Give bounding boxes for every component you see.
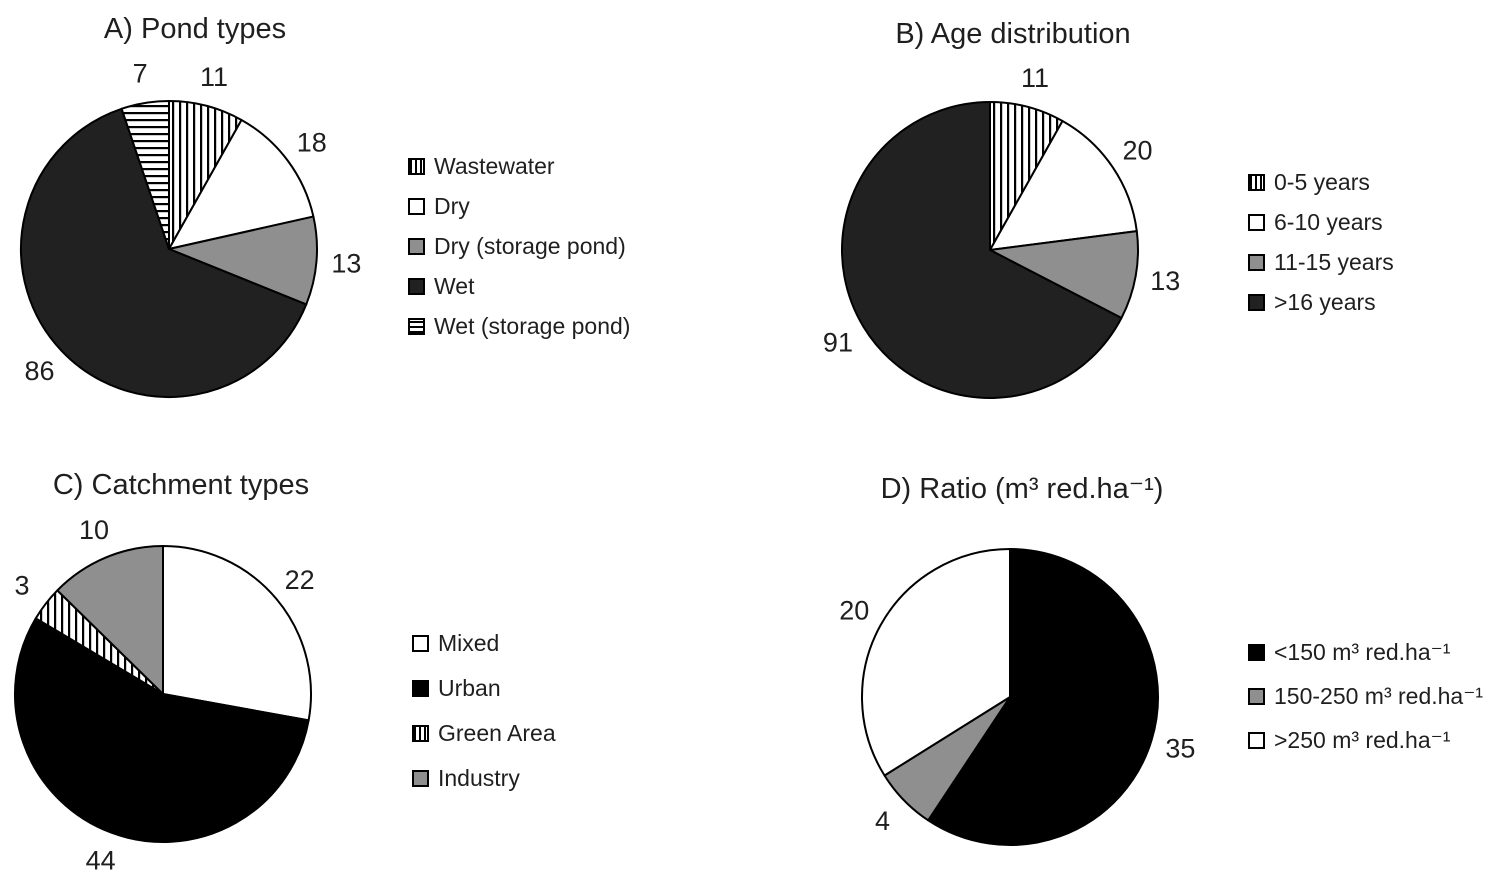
legend-swatch-hstripe [408, 318, 425, 335]
legend-label: Dry [434, 193, 470, 219]
legend-label: Green Area [438, 720, 556, 746]
legend-label: >16 years [1274, 289, 1376, 315]
pie-chart-d: 35 4 20 [839, 548, 1195, 846]
legend-item: >250 m³ red.ha⁻¹ [1248, 727, 1483, 754]
legend-swatch-gray [408, 238, 425, 255]
slice-value-label: 44 [86, 846, 116, 876]
slice-value-label: 20 [1123, 135, 1153, 165]
legend-item: Wastewater [408, 153, 630, 180]
slice-value-label: 7 [133, 58, 148, 88]
chart-c-title: C) Catchment types [52, 469, 310, 501]
legend-swatch-gray [1248, 254, 1265, 271]
legend-swatch-white [1248, 732, 1265, 749]
legend-label: 0-5 years [1274, 169, 1370, 195]
legend-swatch-white [412, 635, 429, 652]
pie-slice-b-1 [989, 119, 1138, 251]
slice-value-label: 3 [14, 570, 29, 600]
legend-label: 150-250 m³ red.ha⁻¹ [1274, 683, 1484, 709]
slice-value-label: 11 [1021, 63, 1049, 93]
legend-item: Dry [408, 193, 630, 220]
legend-label: 6-10 years [1274, 209, 1383, 235]
legend-item: Wet [408, 273, 630, 300]
legend-item: Urban [412, 675, 556, 702]
legend-item: 0-5 years [1248, 169, 1394, 196]
slice-value-label: 91 [823, 328, 853, 358]
slice-value-label: 22 [285, 565, 315, 595]
legend-item: >16 years [1248, 289, 1394, 316]
pie-chart-b: 11 20 13 91 [823, 63, 1180, 399]
pie-slice-a-3 [20, 107, 308, 398]
chart-d-title: D) Ratio (m³ red.ha⁻¹) [880, 473, 1164, 505]
pie-slice-a-4 [120, 100, 170, 250]
legend-label: Dry (storage pond) [434, 233, 626, 259]
slice-value-label: 4 [875, 806, 890, 836]
legend-label: Mixed [438, 630, 500, 656]
legend-b: 0-5 years 6-10 years 11-15 years >16 years [1248, 169, 1394, 316]
slice-value-label: 11 [200, 62, 228, 92]
legend-label: Wet [434, 273, 475, 299]
slice-value-label: 18 [297, 128, 327, 158]
legend-item: Industry [412, 765, 556, 792]
slice-value-label: 10 [79, 515, 109, 545]
legend-item: Wet (storage pond) [408, 313, 630, 340]
legend-d: <150 m³ red.ha⁻¹ 150-250 m³ red.ha⁻¹ >250 … [1248, 639, 1483, 754]
chart-b-title: B) Age distribution [895, 18, 1131, 50]
legend-label: Urban [438, 675, 501, 701]
slice-value-label: 86 [25, 356, 55, 386]
legend-swatch-white [408, 198, 425, 215]
legend-swatch-vstripe [1248, 174, 1265, 191]
pie-slice-c-3 [56, 545, 164, 695]
legend-item: <150 m³ red.ha⁻¹ [1248, 639, 1483, 666]
legend-item: 11-15 years [1248, 249, 1394, 276]
slice-value-label: 13 [1150, 266, 1180, 296]
pie-slice-d-0 [927, 548, 1159, 846]
legend-swatch-white [1248, 214, 1265, 231]
legend-label: Wastewater [434, 153, 555, 179]
legend-swatch-gray [412, 770, 429, 787]
legend-label: Wet (storage pond) [434, 313, 631, 339]
pie-slice-c-0 [162, 545, 312, 722]
legend-label: >250 m³ red.ha⁻¹ [1274, 727, 1451, 753]
pie-slice-a-1 [168, 118, 315, 250]
legend-item: Green Area [412, 720, 556, 747]
slice-value-label: 13 [331, 248, 361, 278]
pie-chart-a: 11 18 13 86 7 [20, 58, 361, 398]
legend-swatch-vstripe [408, 158, 425, 175]
legend-swatch-dark [1248, 294, 1265, 311]
legend-swatch-black [1248, 644, 1265, 661]
legend-item: 150-250 m³ red.ha⁻¹ [1248, 683, 1483, 710]
legend-swatch-black [412, 680, 429, 697]
slice-value-label: 20 [839, 596, 869, 626]
legend-a: Wastewater Dry Dry (storage pond) Wet Wet (s… [408, 153, 630, 340]
pie-slice-d-2 [861, 548, 1011, 777]
legend-c: Mixed Urban Green Area Industry [412, 630, 556, 792]
pie-slice-b-2 [989, 230, 1139, 319]
legend-label: <150 m³ red.ha⁻¹ [1274, 639, 1451, 665]
pie-slice-c-1 [14, 617, 310, 843]
slice-value-label: 35 [1165, 733, 1195, 763]
legend-item: 6-10 years [1248, 209, 1394, 236]
legend-item: Mixed [412, 630, 556, 657]
legend-label: 11-15 years [1274, 249, 1394, 275]
pie-slice-b-3 [841, 101, 1123, 399]
pie-chart-c: 22 44 3 10 [14, 515, 315, 876]
chart-a-title: A) Pond types [103, 13, 287, 45]
legend-swatch-dark [408, 278, 425, 295]
legend-swatch-vstripe [412, 725, 429, 742]
legend-item: Dry (storage pond) [408, 233, 630, 260]
legend-label: Industry [438, 765, 520, 791]
pie-slice-a-2 [168, 215, 318, 306]
legend-swatch-gray [1248, 688, 1265, 705]
